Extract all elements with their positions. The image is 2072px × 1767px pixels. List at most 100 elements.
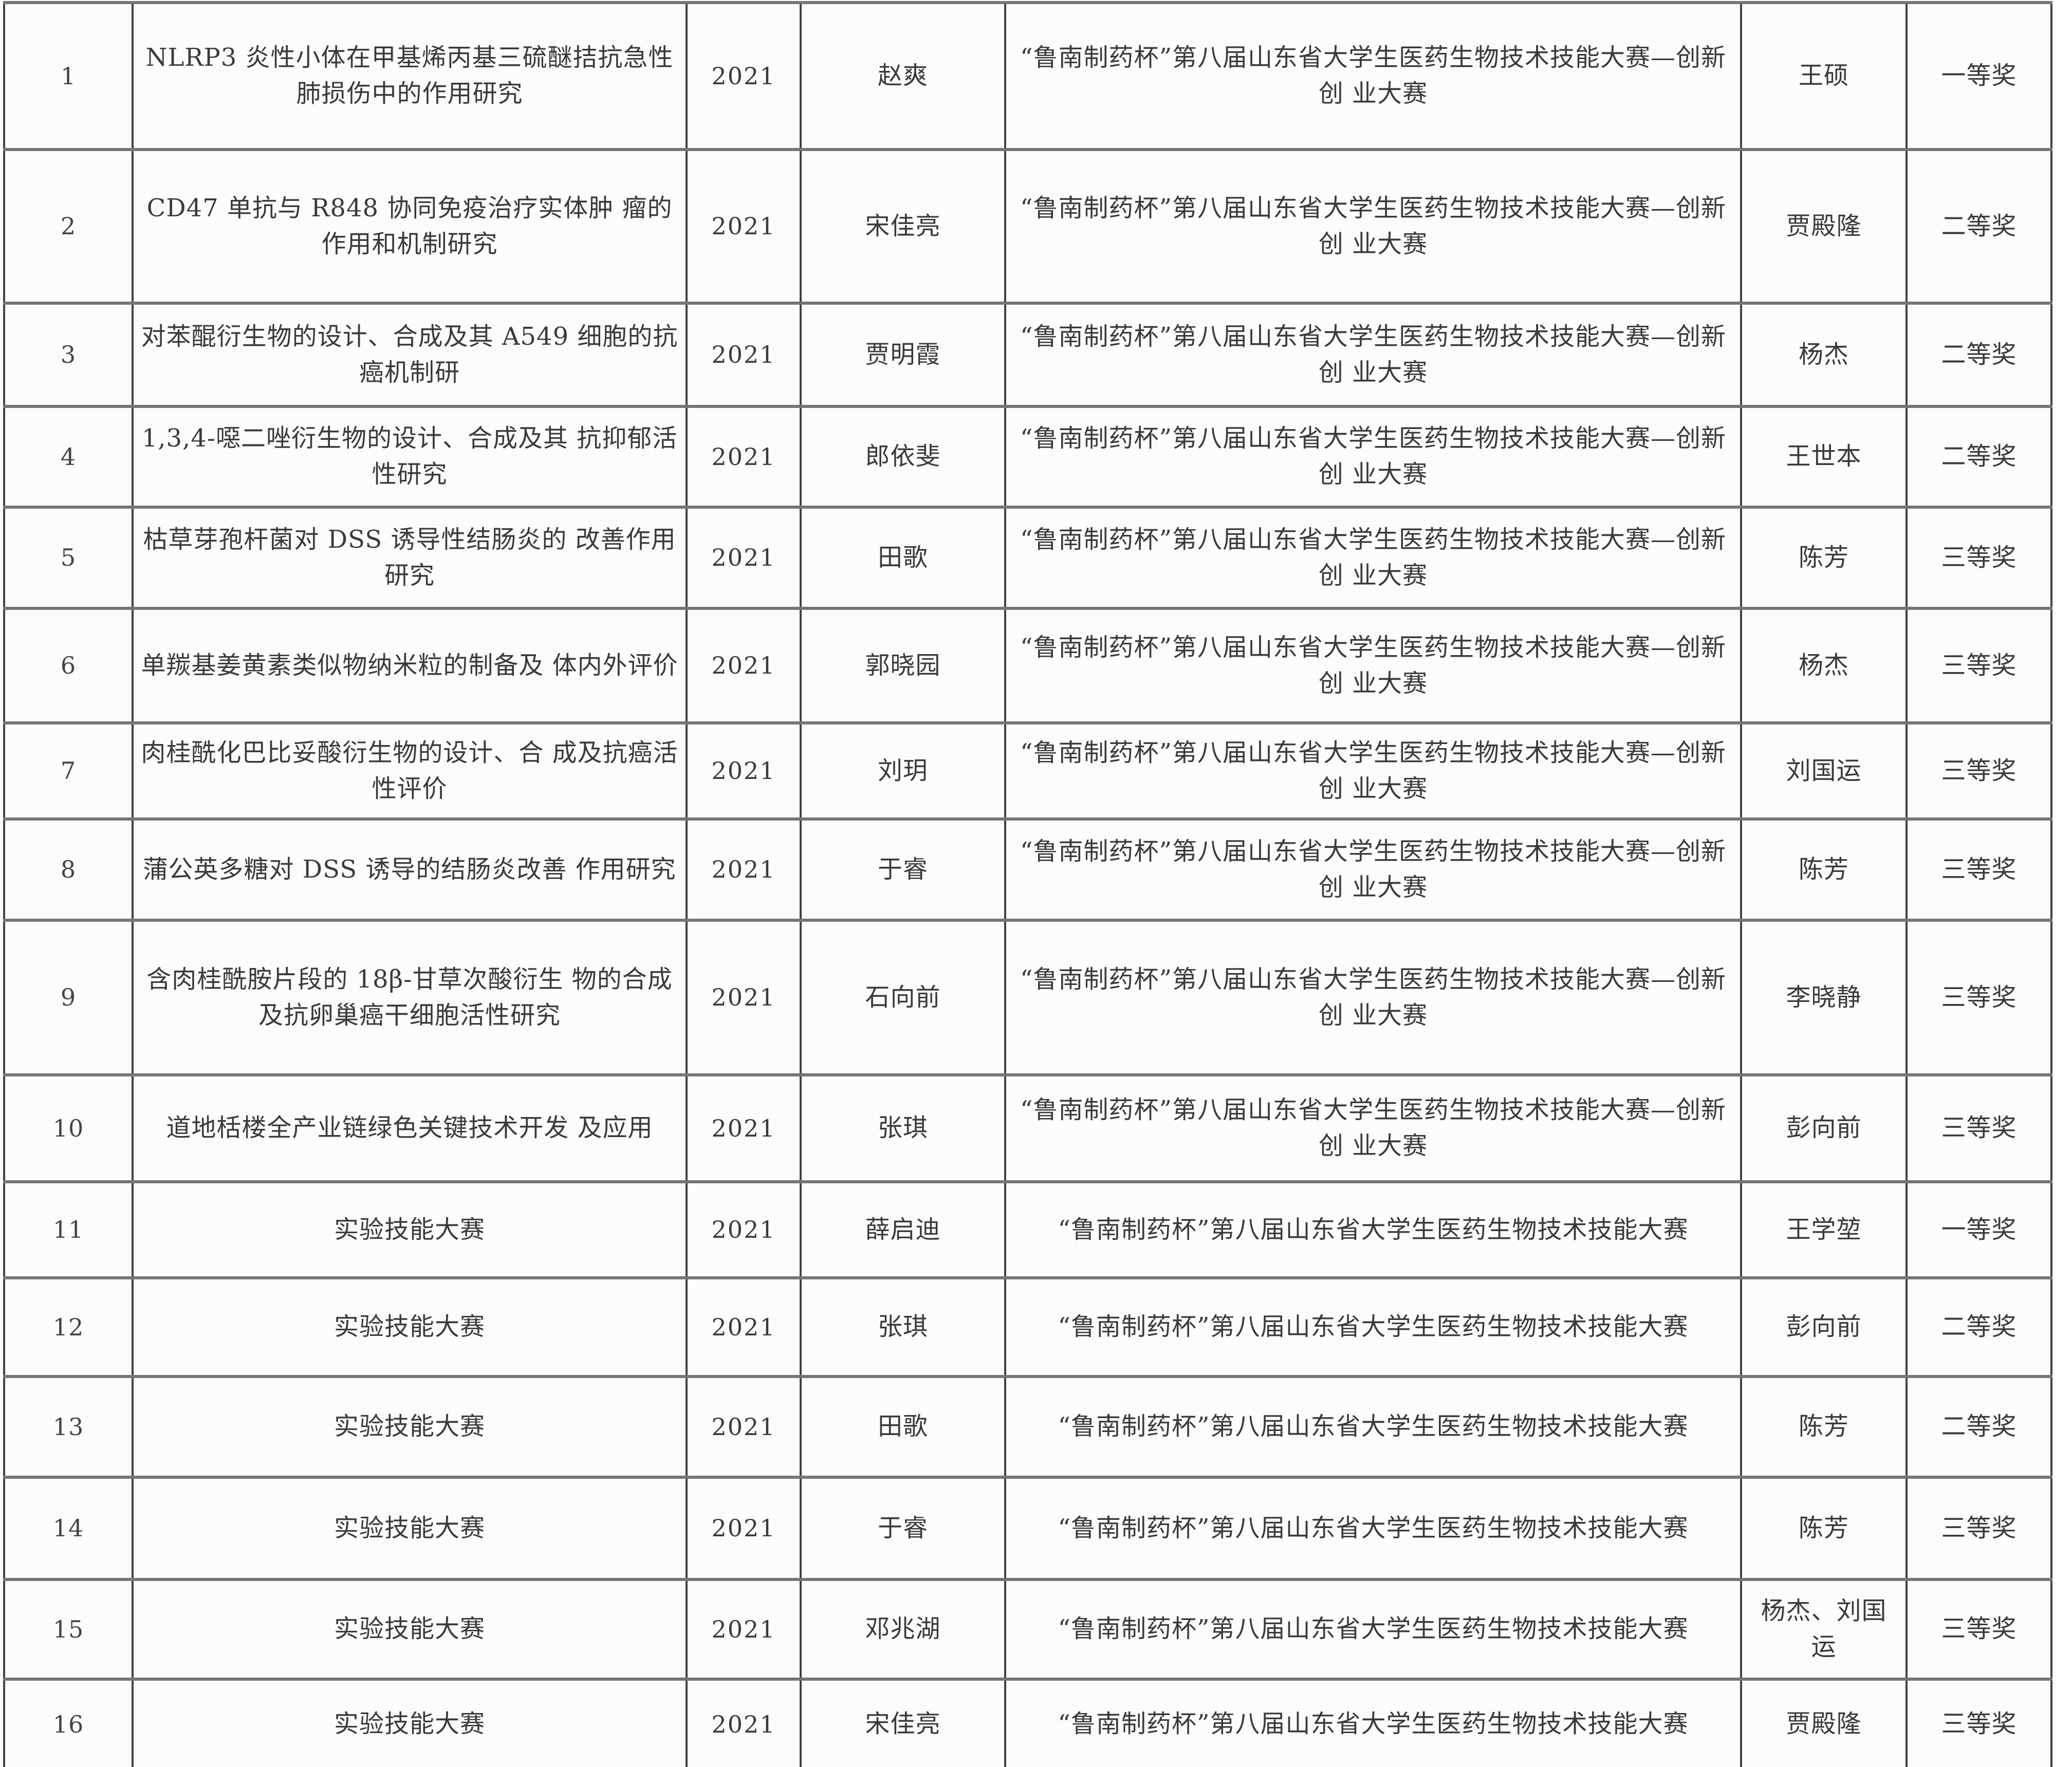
- cell-project-title: 实验技能大赛: [132, 1476, 688, 1581]
- cell-project-title: 肉桂酰化巴比妥酸衍生物的设计、合 成及抗癌活性评价: [132, 721, 688, 821]
- cell-row-number: 10: [3, 1073, 134, 1183]
- cell-row-number: 15: [3, 1578, 134, 1681]
- cell-competition: “鲁南制药杯”第八届山东省大学生医药生物技术技能大赛—创新创 业大赛: [1004, 607, 1742, 724]
- cell-project-title: 实验技能大赛: [132, 1678, 688, 1767]
- cell-student-name: 邓兆湖: [800, 1578, 1006, 1681]
- cell-advisor-name: 王世本: [1740, 405, 1908, 509]
- cell-award-level: 三等奖: [1905, 817, 2052, 922]
- cell-year: 2021: [686, 302, 802, 408]
- table-row: 11 实验技能大赛 2021 薛启迪 “鲁南制药杯”第八届山东省大学生医药生物技…: [3, 1180, 2052, 1279]
- table-row: 15 实验技能大赛 2021 邓兆湖 “鲁南制药杯”第八届山东省大学生医药生物技…: [3, 1578, 2052, 1681]
- cell-row-number: 6: [3, 607, 134, 724]
- table-row: 16 实验技能大赛 2021 宋佳亮 “鲁南制药杯”第八届山东省大学生医药生物技…: [3, 1678, 2052, 1767]
- table-row: 5 枯草芽孢杆菌对 DSS 诱导性结肠炎的 改善作用研究 2021 田歌 “鲁南…: [3, 506, 2052, 610]
- table-row: 9 含肉桂酰胺片段的 18β-甘草次酸衍生 物的合成及抗卵巢癌干细胞活性研究 2…: [3, 919, 2052, 1076]
- cell-award-level: 二等奖: [1905, 405, 2052, 509]
- cell-student-name: 贾明霞: [800, 302, 1006, 408]
- cell-year: 2021: [686, 1578, 802, 1681]
- cell-advisor-name: 贾殿隆: [1740, 1678, 1908, 1767]
- cell-student-name: 宋佳亮: [800, 1678, 1006, 1767]
- cell-award-level: 三等奖: [1905, 1476, 2052, 1581]
- cell-advisor-name: 陈芳: [1740, 1476, 1908, 1581]
- cell-row-number: 9: [3, 919, 134, 1076]
- cell-competition: “鲁南制药杯”第八届山东省大学生医药生物技术技能大赛: [1004, 1578, 1742, 1681]
- cell-competition: “鲁南制药杯”第八届山东省大学生医药生物技术技能大赛: [1004, 1180, 1742, 1279]
- cell-advisor-name: 彭向前: [1740, 1276, 1908, 1378]
- cell-award-level: 三等奖: [1905, 506, 2052, 610]
- cell-advisor-name: 王学堃: [1740, 1180, 1908, 1279]
- cell-row-number: 2: [3, 148, 134, 305]
- cell-student-name: 于睿: [800, 817, 1006, 922]
- table-row: 6 单羰基姜黄素类似物纳米粒的制备及 体内外评价 2021 郭晓园 “鲁南制药杯…: [3, 607, 2052, 724]
- cell-row-number: 5: [3, 506, 134, 610]
- cell-advisor-name: 王硕: [1740, 1, 1908, 151]
- cell-advisor-name: 彭向前: [1740, 1073, 1908, 1183]
- cell-year: 2021: [686, 607, 802, 724]
- cell-student-name: 郎依斐: [800, 405, 1006, 509]
- table-row: 4 1,3,4-噁二唑衍生物的设计、合成及其 抗抑郁活性研究 2021 郎依斐 …: [3, 405, 2052, 509]
- table-row: 14 实验技能大赛 2021 于睿 “鲁南制药杯”第八届山东省大学生医药生物技术…: [3, 1476, 2052, 1581]
- cell-competition: “鲁南制药杯”第八届山东省大学生医药生物技术技能大赛—创新创 业大赛: [1004, 302, 1742, 408]
- cell-year: 2021: [686, 506, 802, 610]
- cell-year: 2021: [686, 721, 802, 821]
- cell-award-level: 三等奖: [1905, 607, 2052, 724]
- cell-competition: “鲁南制药杯”第八届山东省大学生医药生物技术技能大赛—创新创 业大赛: [1004, 721, 1742, 821]
- cell-student-name: 刘玥: [800, 721, 1006, 821]
- cell-year: 2021: [686, 1276, 802, 1378]
- cell-award-level: 三等奖: [1905, 919, 2052, 1076]
- cell-student-name: 薛启迪: [800, 1180, 1006, 1279]
- cell-advisor-name: 贾殿隆: [1740, 148, 1908, 305]
- cell-year: 2021: [686, 919, 802, 1076]
- cell-year: 2021: [686, 1180, 802, 1279]
- table-row: 8 蒲公英多糖对 DSS 诱导的结肠炎改善 作用研究 2021 于睿 “鲁南制药…: [3, 817, 2052, 922]
- cell-project-title: 实验技能大赛: [132, 1578, 688, 1681]
- cell-competition: “鲁南制药杯”第八届山东省大学生医药生物技术技能大赛—创新创 业大赛: [1004, 405, 1742, 509]
- cell-award-level: 二等奖: [1905, 1375, 2052, 1479]
- cell-year: 2021: [686, 1476, 802, 1581]
- cell-student-name: 张琪: [800, 1276, 1006, 1378]
- cell-year: 2021: [686, 405, 802, 509]
- cell-project-title: 蒲公英多糖对 DSS 诱导的结肠炎改善 作用研究: [132, 817, 688, 922]
- cell-row-number: 3: [3, 302, 134, 408]
- cell-project-title: CD47 单抗与 R848 协同免疫治疗实体肿 瘤的作用和机制研究: [132, 148, 688, 305]
- cell-award-level: 三等奖: [1905, 1073, 2052, 1183]
- table-row: 7 肉桂酰化巴比妥酸衍生物的设计、合 成及抗癌活性评价 2021 刘玥 “鲁南制…: [3, 721, 2052, 821]
- cell-student-name: 田歌: [800, 1375, 1006, 1479]
- cell-competition: “鲁南制药杯”第八届山东省大学生医药生物技术技能大赛: [1004, 1678, 1742, 1767]
- cell-competition: “鲁南制药杯”第八届山东省大学生医药生物技术技能大赛—创新创 业大赛: [1004, 506, 1742, 610]
- cell-project-title: 实验技能大赛: [132, 1180, 688, 1279]
- cell-row-number: 7: [3, 721, 134, 821]
- cell-competition: “鲁南制药杯”第八届山东省大学生医药生物技术技能大赛—创新创 业大赛: [1004, 919, 1742, 1076]
- cell-advisor-name: 李晓静: [1740, 919, 1908, 1076]
- cell-advisor-name: 刘国运: [1740, 721, 1908, 821]
- cell-advisor-name: 陈芳: [1740, 506, 1908, 610]
- cell-advisor-name: 杨杰: [1740, 302, 1908, 408]
- cell-advisor-name: 陈芳: [1740, 817, 1908, 922]
- cell-award-level: 二等奖: [1905, 1276, 2052, 1378]
- cell-row-number: 12: [3, 1276, 134, 1378]
- cell-competition: “鲁南制药杯”第八届山东省大学生医药生物技术技能大赛—创新创 业大赛: [1004, 817, 1742, 922]
- cell-award-level: 三等奖: [1905, 1578, 2052, 1681]
- awards-table: 1 NLRP3 炎性小体在甲基烯丙基三硫醚拮抗急性肺损伤中的作用研究 2021 …: [3, 1, 2052, 1767]
- cell-student-name: 于睿: [800, 1476, 1006, 1581]
- cell-competition: “鲁南制药杯”第八届山东省大学生医药生物技术技能大赛: [1004, 1276, 1742, 1378]
- table-row: 2 CD47 单抗与 R848 协同免疫治疗实体肿 瘤的作用和机制研究 2021…: [3, 148, 2052, 305]
- cell-year: 2021: [686, 1678, 802, 1767]
- cell-year: 2021: [686, 1073, 802, 1183]
- cell-competition: “鲁南制药杯”第八届山东省大学生医药生物技术技能大赛: [1004, 1476, 1742, 1581]
- cell-project-title: 1,3,4-噁二唑衍生物的设计、合成及其 抗抑郁活性研究: [132, 405, 688, 509]
- cell-competition: “鲁南制药杯”第八届山东省大学生医药生物技术技能大赛: [1004, 1375, 1742, 1479]
- cell-row-number: 8: [3, 817, 134, 922]
- cell-award-level: 二等奖: [1905, 302, 2052, 408]
- cell-student-name: 田歌: [800, 506, 1006, 610]
- cell-project-title: 含肉桂酰胺片段的 18β-甘草次酸衍生 物的合成及抗卵巢癌干细胞活性研究: [132, 919, 688, 1076]
- cell-project-title: 对苯醌衍生物的设计、合成及其 A549 细胞的抗癌机制研: [132, 302, 688, 408]
- cell-award-level: 三等奖: [1905, 721, 2052, 821]
- cell-advisor-name: 杨杰: [1740, 607, 1908, 724]
- cell-award-level: 二等奖: [1905, 148, 2052, 305]
- cell-student-name: 赵爽: [800, 1, 1006, 151]
- cell-competition: “鲁南制药杯”第八届山东省大学生医药生物技术技能大赛—创新创 业大赛: [1004, 1073, 1742, 1183]
- cell-project-title: NLRP3 炎性小体在甲基烯丙基三硫醚拮抗急性肺损伤中的作用研究: [132, 1, 688, 151]
- cell-competition: “鲁南制药杯”第八届山东省大学生医药生物技术技能大赛—创新创 业大赛: [1004, 148, 1742, 305]
